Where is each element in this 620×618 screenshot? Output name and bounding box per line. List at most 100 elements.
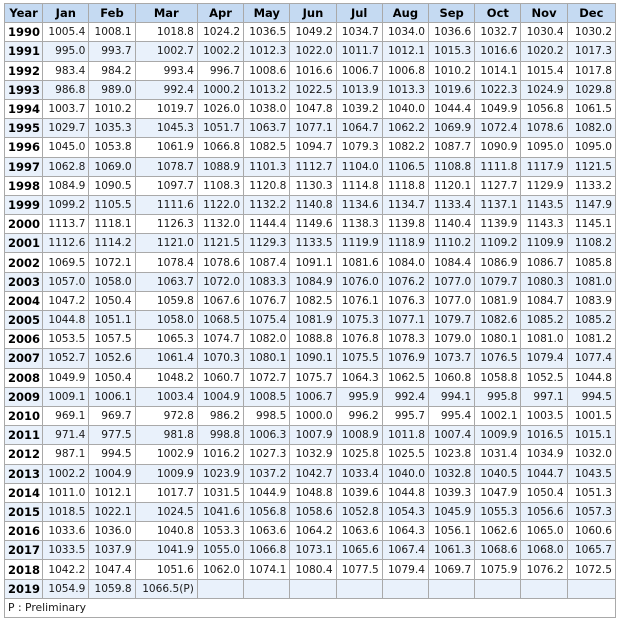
value-cell: 1060.7: [196, 367, 245, 388]
value-cell: 1108.3: [196, 175, 245, 196]
value-cell: 1016.2: [196, 444, 245, 465]
value-cell: 1075.3: [335, 309, 383, 331]
value-cell: 1087.4: [243, 252, 291, 273]
value-cell: 1006.7: [335, 60, 383, 81]
table-row: 2018 1042.2 1047.4 1051.6 1062.0 1074.1 1080.4…: [3, 559, 617, 580]
value-cell: 995.4: [428, 405, 476, 427]
year-cell: 1999: [3, 194, 44, 216]
value-cell: 994.1: [428, 386, 476, 407]
value-cell: 1053.5: [42, 329, 90, 350]
value-cell: 1087.7: [428, 137, 476, 158]
value-cell: 1126.3: [134, 214, 198, 235]
value-cell: 993.7: [88, 41, 136, 62]
column-header-dec: Dec: [566, 2, 617, 24]
value-cell: 1044.4: [428, 98, 476, 120]
value-cell: 1062.5: [381, 367, 430, 388]
value-cell: 1019.7: [134, 98, 198, 120]
year-cell: 2013: [3, 463, 44, 484]
value-cell: 1042.7: [289, 463, 337, 484]
value-cell: 1069.7: [428, 559, 476, 580]
value-cell: 1024.9: [520, 79, 568, 100]
column-header-nov: Nov: [520, 2, 568, 24]
value-cell: 1035.3: [88, 118, 136, 139]
value-cell: 1008.5: [243, 386, 291, 407]
value-cell: 1085.2: [566, 309, 617, 331]
value-cell: 1030.4: [520, 22, 568, 43]
value-cell: 1030.2: [566, 22, 617, 43]
value-cell: 1075.7: [289, 367, 337, 388]
value-cell: 1012.1: [381, 41, 430, 62]
value-cell: 1139.9: [474, 214, 522, 235]
value-cell: 1008.1: [88, 22, 136, 43]
value-cell: 1068.6: [474, 540, 522, 561]
value-cell: [243, 578, 291, 599]
value-cell: 997.1: [520, 386, 568, 407]
column-header-sep: Sep: [428, 2, 476, 24]
value-cell: 1079.4: [381, 559, 430, 580]
value-cell: 1127.7: [474, 175, 522, 196]
table-row: 2013 1002.2 1004.9 1009.9 1023.9 1037.2 1042.7…: [3, 463, 617, 484]
value-cell: 1061.5: [566, 98, 617, 120]
value-cell: 1020.2: [520, 41, 568, 62]
year-cell: 1990: [3, 22, 44, 43]
value-cell: 1065.3: [134, 329, 198, 350]
value-cell: 995.7: [381, 405, 430, 427]
value-cell: 1122.0: [196, 194, 245, 216]
year-cell: 2017: [3, 540, 44, 561]
column-header-apr: Apr: [196, 2, 245, 24]
value-cell: 1042.2: [42, 559, 90, 580]
value-cell: 1082.6: [474, 309, 522, 331]
value-cell: 1084.4: [428, 252, 476, 273]
value-cell: 995.9: [335, 386, 383, 407]
value-cell: 1097.7: [134, 175, 198, 196]
value-cell: 1105.5: [88, 194, 136, 216]
value-cell: 1072.4: [474, 118, 522, 139]
value-cell: 1063.6: [243, 521, 291, 542]
value-cell: [474, 578, 522, 599]
value-cell: 1081.0: [520, 329, 568, 350]
table-row: 1993 986.8 989.0 992.4 1000.2 1013.2 1022.5 101…: [3, 79, 617, 100]
table-header: Year Jan Feb Mar Apr May Jun Jul Aug Sep Oct Nov Dec: [3, 2, 617, 24]
column-header-jan: Jan: [42, 2, 90, 24]
value-cell: 1038.0: [243, 98, 291, 120]
value-cell: 1077.1: [381, 309, 430, 331]
value-cell: 1075.5: [335, 348, 383, 369]
table-row: 1997 1062.8 1069.0 1078.7 1088.9 1101.3 1112.7…: [3, 156, 617, 177]
value-cell: 1014.1: [474, 60, 522, 81]
value-cell: 1064.3: [335, 367, 383, 388]
value-cell: 1009.9: [474, 425, 522, 446]
value-cell: 1077.0: [428, 271, 476, 292]
value-cell: 1012.3: [243, 41, 291, 62]
value-cell: 1040.0: [381, 463, 430, 484]
value-cell: 1145.1: [566, 214, 617, 235]
value-cell: 1044.8: [566, 367, 617, 388]
table-row: 1998 1084.9 1090.5 1097.7 1108.3 1120.8 1130.3…: [3, 175, 617, 196]
value-cell: 1000.0: [289, 405, 337, 427]
value-cell: 1076.2: [381, 271, 430, 292]
value-cell: 1076.5: [474, 348, 522, 369]
value-cell: 1119.9: [335, 233, 383, 254]
value-cell: 1016.5: [520, 425, 568, 446]
value-cell: 1055.3: [474, 501, 522, 523]
value-cell: 1006.7: [289, 386, 337, 407]
value-cell: 1106.5: [381, 156, 430, 177]
value-cell: 1084.0: [381, 252, 430, 273]
value-cell: 1065.7: [566, 540, 617, 561]
value-cell: 1108.2: [566, 233, 617, 254]
value-cell: 1018.8: [134, 22, 198, 43]
value-cell: 1078.6: [520, 118, 568, 139]
value-cell: 1044.8: [381, 482, 430, 503]
header-row: Year Jan Feb Mar Apr May Jun Jul Aug Sep Oct Nov Dec: [3, 2, 617, 24]
value-cell: 1047.2: [42, 290, 90, 312]
value-cell: 986.8: [42, 79, 90, 100]
value-cell: 1017.8: [566, 60, 617, 81]
value-cell: 1057.3: [566, 501, 617, 523]
year-cell: 2016: [3, 521, 44, 542]
value-cell: 1053.8: [88, 137, 136, 158]
value-cell: 1048.2: [134, 367, 198, 388]
value-cell: 1057.5: [88, 329, 136, 350]
value-cell: 1012.1: [88, 482, 136, 503]
value-cell: 1022.3: [474, 79, 522, 100]
value-cell: 1052.7: [42, 348, 90, 369]
value-cell: 1053.3: [196, 521, 245, 542]
